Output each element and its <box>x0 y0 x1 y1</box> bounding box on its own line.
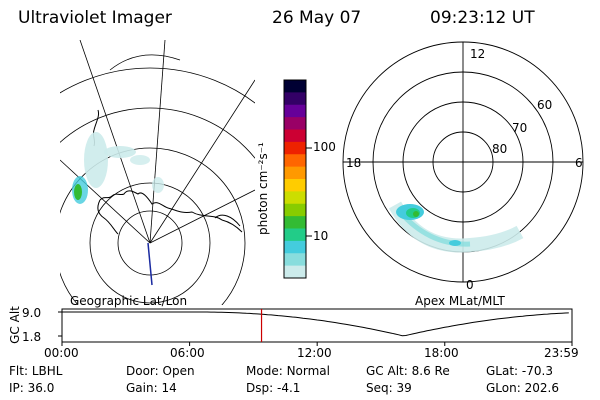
status-glat: GLat: -70.3 <box>486 364 553 378</box>
mlt-label-18: 18 <box>346 156 362 170</box>
lat-ring <box>60 107 255 159</box>
status-dsp: Dsp: -4.1 <box>246 381 301 395</box>
colorbar-band <box>284 203 306 217</box>
lat-ring <box>117 210 183 276</box>
mlt-label-12: 12 <box>470 47 486 61</box>
aurora-emission-right <box>388 201 524 253</box>
meridian-line <box>149 79 255 244</box>
colorbar-band <box>284 228 306 242</box>
colorbar-band <box>284 154 306 168</box>
mlat-label-60: 60 <box>537 98 553 112</box>
colorbar-band <box>284 141 306 155</box>
status-ip: IP: 36.0 <box>9 381 55 395</box>
aurora-emission-left <box>72 132 164 204</box>
x-tick-06: 06:00 <box>170 346 205 360</box>
date-label: 26 May 07 <box>272 8 362 28</box>
colorbar-band <box>284 80 306 93</box>
colorbar-band <box>284 92 306 106</box>
y-tick-1.8: 1.8 <box>22 330 42 344</box>
x-tick-18: 18:00 <box>424 346 459 360</box>
orbit-y-label: GC Alt <box>7 306 22 344</box>
meridian-line <box>79 40 151 244</box>
footprint-line <box>147 242 153 286</box>
status-mode: Mode: Normal <box>246 364 330 378</box>
colorbar-band <box>284 216 306 229</box>
colorbar-band <box>284 265 306 279</box>
colorbar-band <box>284 104 306 118</box>
meridian-line <box>149 189 255 244</box>
colorbar-tick-100: 100 <box>313 140 336 154</box>
coastline <box>97 199 119 235</box>
mlt-label-0: 0 <box>466 278 474 292</box>
right-panel-caption: Apex MLat/MLT <box>415 294 505 308</box>
status-gc-alt: GC Alt: 8.6 Re <box>366 364 450 378</box>
status-door: Door: Open <box>126 364 195 378</box>
lat-ring <box>60 67 255 104</box>
altitude-curve <box>62 311 569 337</box>
x-tick-12: 12:00 <box>297 346 332 360</box>
instrument-title: Ultraviolet Imager <box>18 8 172 28</box>
mlat-label-80: 80 <box>492 142 508 156</box>
colorbar-band <box>284 240 306 254</box>
meridian-line <box>60 159 151 244</box>
colorbar-band <box>284 253 306 267</box>
y-tick-9: 9.0 <box>22 306 42 320</box>
lat-ring <box>89 182 211 304</box>
colorbar-band <box>284 179 306 192</box>
x-tick-00: 00:00 <box>44 346 79 360</box>
mlat-label-70: 70 <box>512 121 528 135</box>
x-tick-2359: 23:59 <box>544 346 579 360</box>
status-flt: Flt: LBHL <box>9 364 63 378</box>
coastline <box>99 190 243 233</box>
mlt-label-6: 6 <box>575 156 583 170</box>
left-panel-caption: Geographic Lat/Lon <box>70 294 188 308</box>
status-glon: GLon: 202.6 <box>486 381 559 395</box>
colorbar-band <box>284 129 306 143</box>
earth-limb <box>109 54 181 71</box>
colorbar-band <box>284 191 306 205</box>
colorbar-band <box>284 117 306 130</box>
colorbar-band <box>284 166 306 180</box>
meridian-line <box>149 40 166 244</box>
lat-ring <box>60 147 246 305</box>
status-gain: Gain: 14 <box>126 381 177 395</box>
coastline <box>214 214 241 227</box>
orbit-plot-frame <box>61 308 573 343</box>
colorbar-tick-10: 10 <box>313 229 329 243</box>
time-label: 09:23:12 UT <box>430 8 535 28</box>
status-seq: Seq: 39 <box>366 381 412 395</box>
